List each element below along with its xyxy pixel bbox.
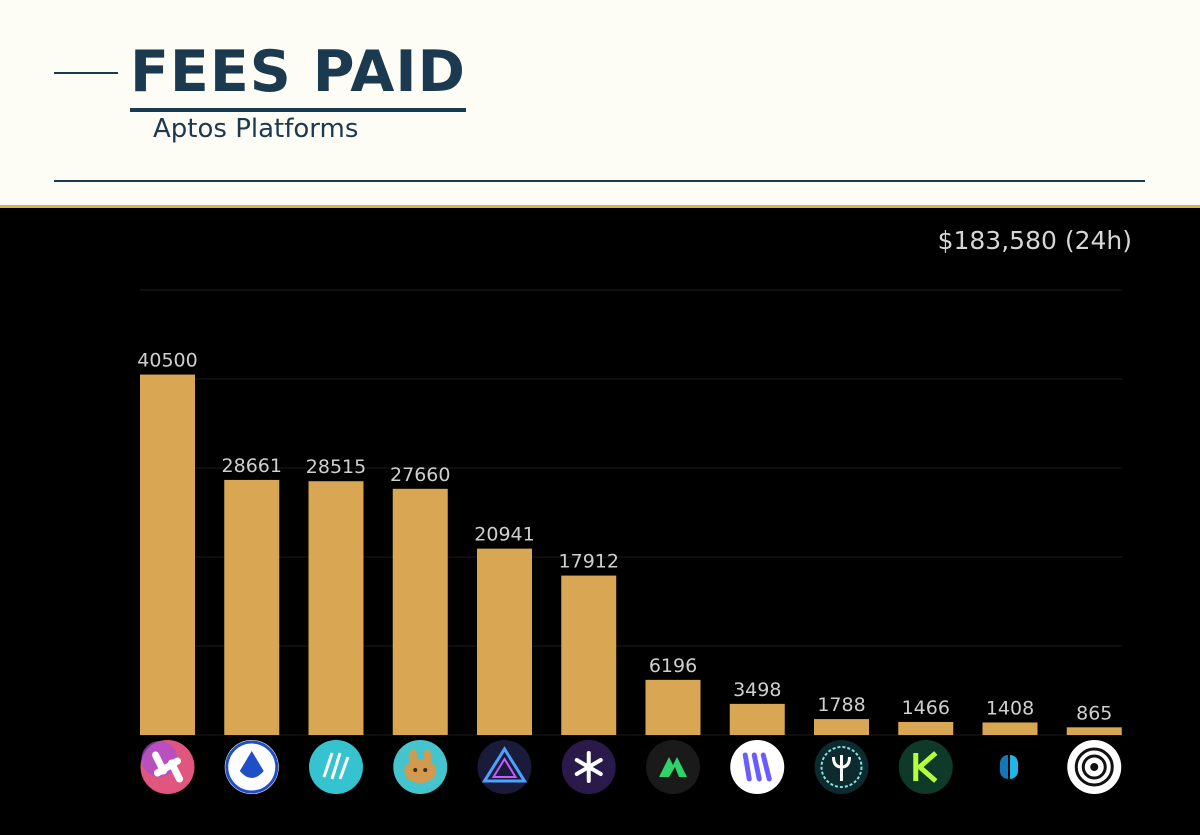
bar-value-label: 6196: [649, 655, 697, 677]
bar: [308, 481, 364, 735]
bar-value-label: 20941: [474, 524, 534, 546]
bar: [729, 703, 785, 735]
bar-value-label: 1466: [902, 697, 950, 719]
bar: [645, 679, 701, 735]
bar: [477, 548, 532, 735]
thala-logo-icon: [309, 740, 363, 794]
bar: [392, 488, 448, 735]
pill-logo-icon: [983, 740, 1037, 794]
star-logo-icon: [561, 740, 616, 794]
total-fees-label: $183,580 (24h): [937, 226, 1132, 255]
bar: [898, 721, 954, 735]
aries-logo-icon: [224, 740, 279, 794]
page-subtitle: Aptos Platforms: [153, 114, 359, 144]
bar-value-label: 28661: [222, 455, 282, 477]
bar: [224, 479, 280, 735]
header-divider: [54, 180, 1145, 182]
bar: [1066, 727, 1122, 735]
bar-value-label: 40500: [137, 350, 197, 372]
bar: [814, 719, 869, 735]
bar-value-label: 1788: [817, 694, 865, 716]
bar: [140, 374, 195, 735]
spiral-logo-icon: [1067, 740, 1122, 794]
bar-value-label: 3498: [733, 679, 781, 701]
hyperion-logo-icon: [140, 740, 195, 794]
bar: [982, 722, 1038, 735]
pancakeswap-logo-icon: [393, 740, 448, 794]
accent-divider: [0, 205, 1200, 208]
bar: [561, 575, 617, 735]
page-title: FEES PAID: [130, 36, 466, 112]
trident-logo-icon: [814, 740, 869, 794]
pyramid-logo-icon: [477, 740, 532, 794]
bar-value-label: 28515: [306, 456, 366, 478]
title-dash: [54, 72, 118, 74]
header: FEES PAID Aptos Platforms: [0, 0, 1200, 206]
k-logo-icon: [898, 740, 953, 794]
bar-value-label: 1408: [986, 697, 1034, 719]
bar-value-label: 17912: [559, 551, 619, 573]
bar-value-label: 27660: [390, 464, 450, 486]
kana-logo-icon: [730, 740, 785, 794]
merkle-logo-icon: [646, 740, 700, 794]
bar-value-label: 865: [1076, 702, 1112, 724]
